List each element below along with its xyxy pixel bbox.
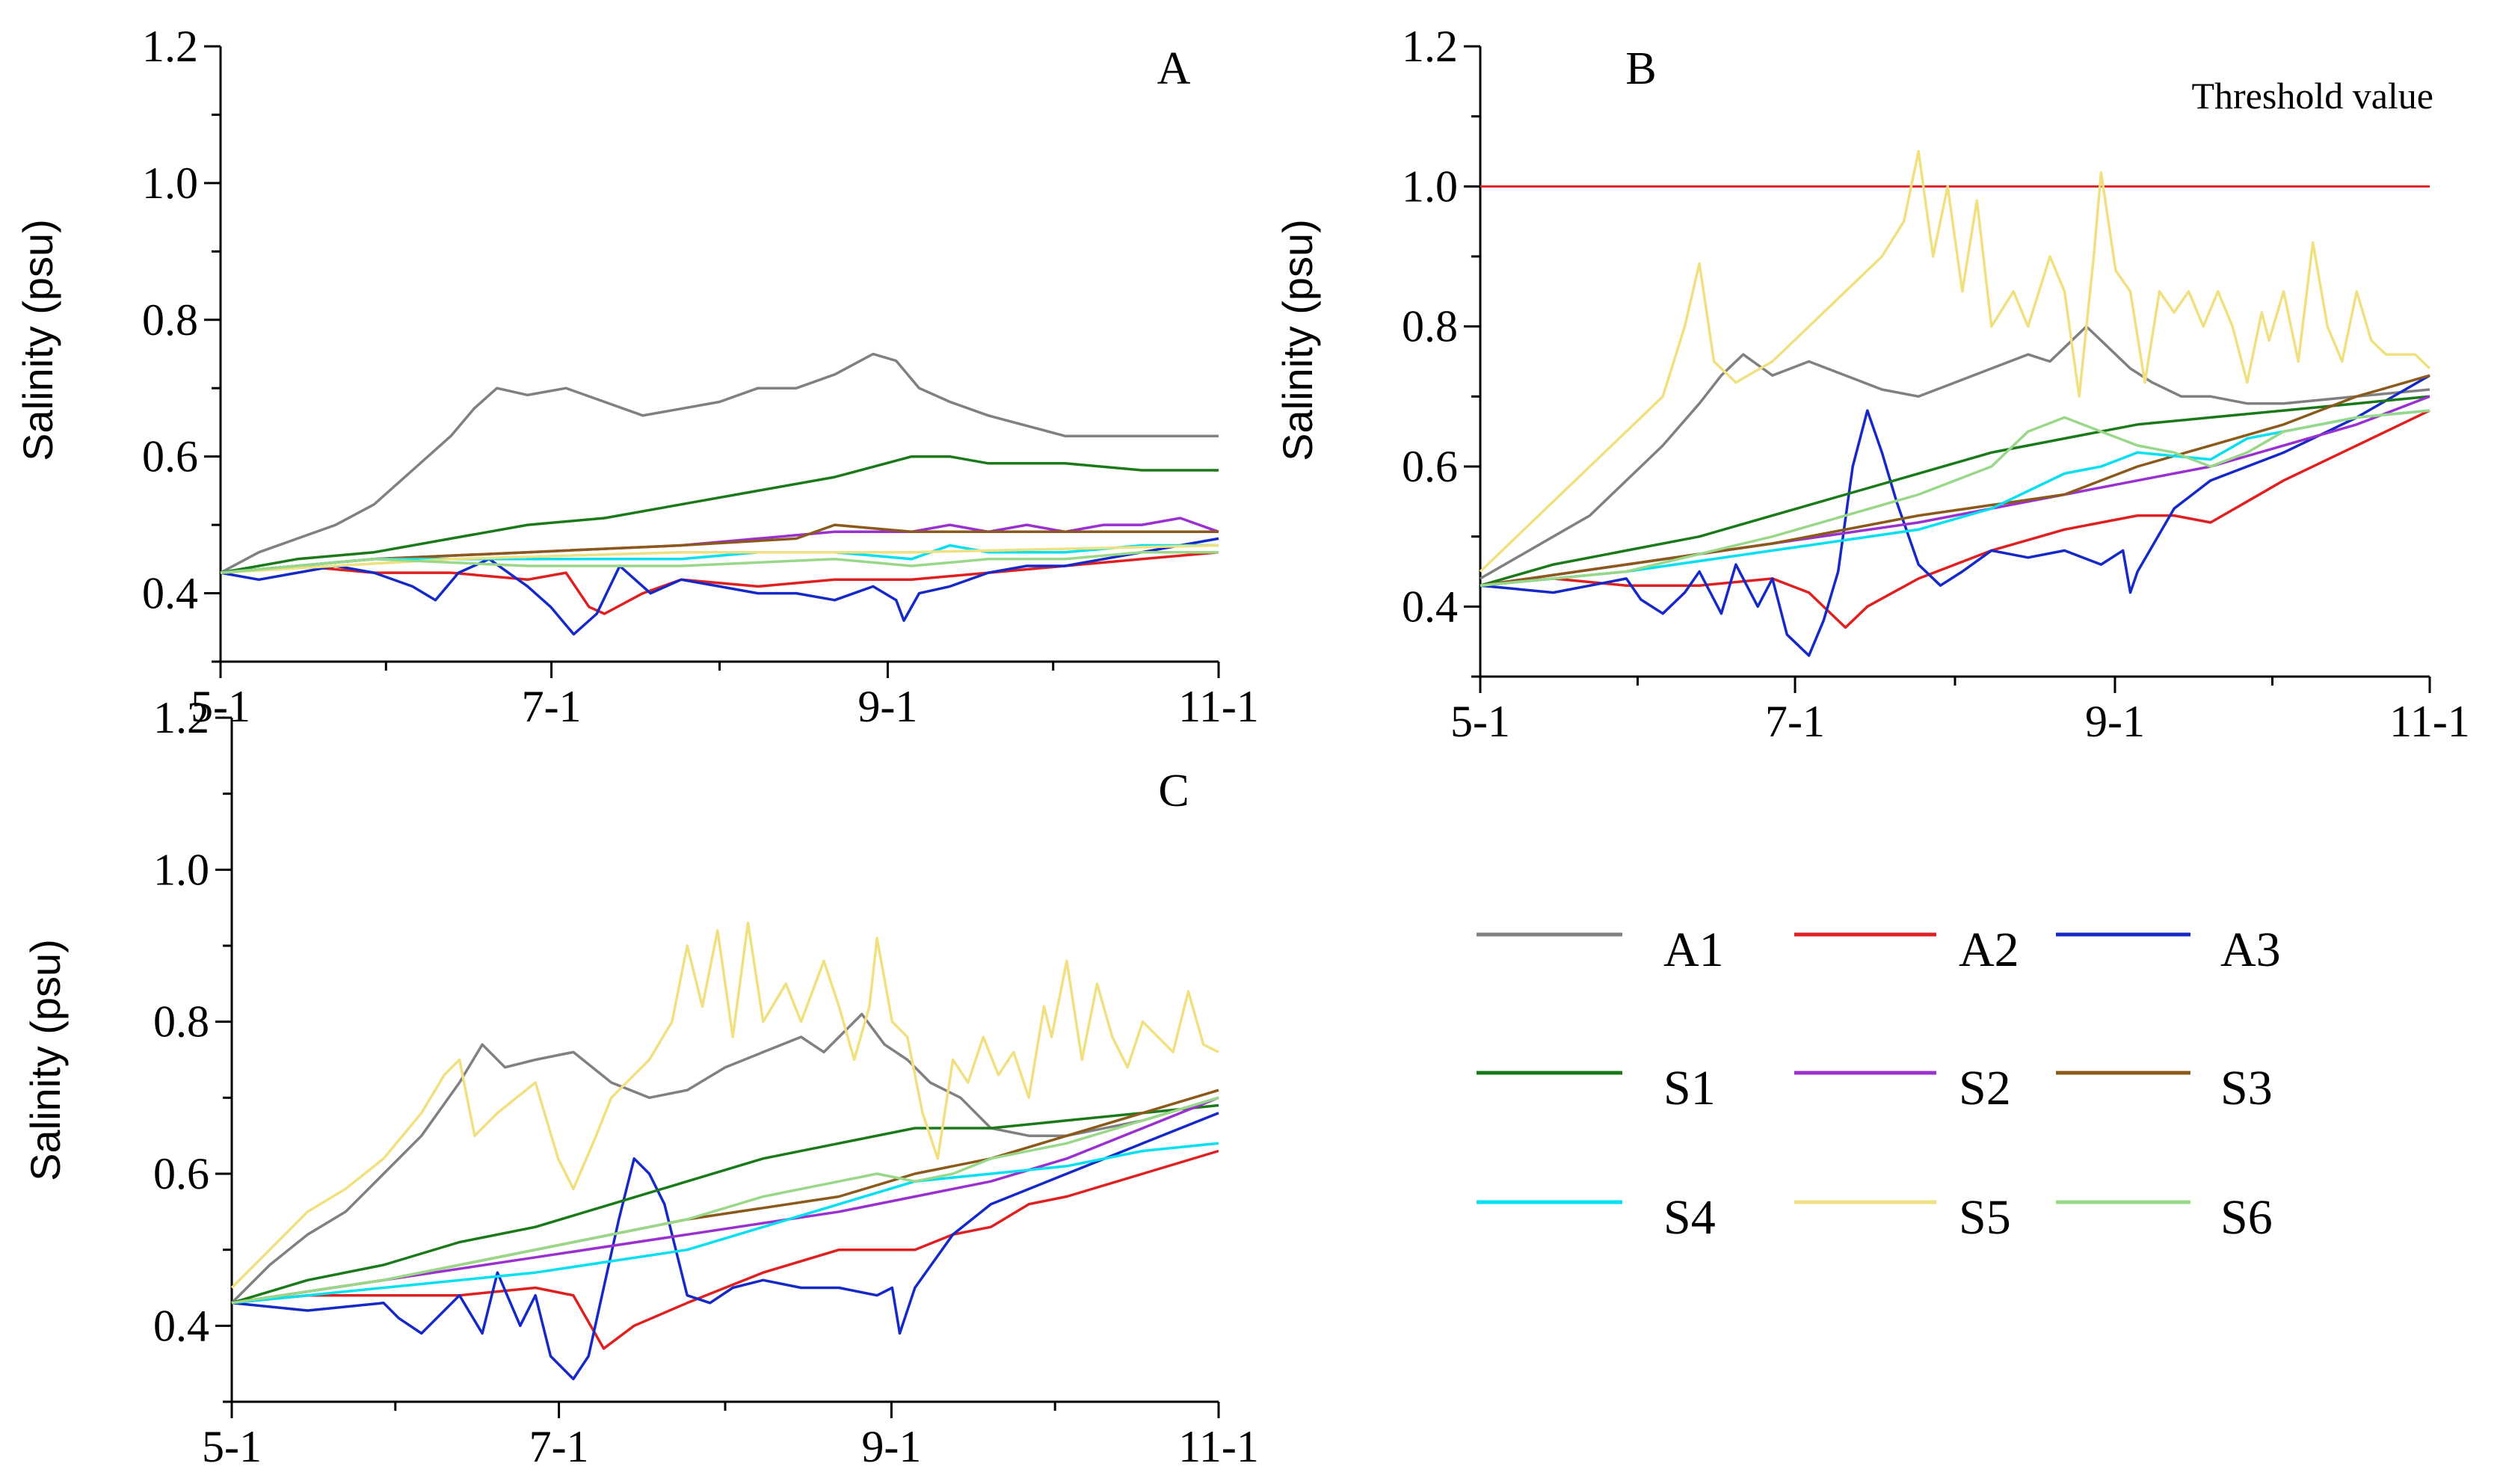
legend-label-s4: S4 <box>1663 1190 1716 1245</box>
legend-label-s5: S5 <box>1959 1190 2011 1245</box>
legend-label-a1: A1 <box>1663 923 1724 977</box>
series-line-s5 <box>230 921 1219 1289</box>
x-tick-label: 7-1 <box>1765 697 1825 746</box>
panel-label-c: C <box>1158 766 1189 816</box>
series-line-s6 <box>1480 409 2430 587</box>
series-line-a2 <box>231 1149 1219 1350</box>
panel-b: Salinity (psu) B Threshold value 0.4 0.6 0… <box>1274 22 2470 746</box>
x-tick-label: 5-1 <box>202 1422 262 1471</box>
series-line-s2 <box>231 1096 1219 1305</box>
x-tick-label: 9-1 <box>2085 697 2145 746</box>
y-tick-label: 1.0 <box>142 158 198 208</box>
y-tick-label: 1.2 <box>153 693 209 742</box>
x-tick-label: 11-1 <box>1178 1422 1259 1471</box>
y-tick-label: 0.8 <box>142 295 198 345</box>
y-tick-label: 0.6 <box>1402 442 1458 491</box>
panel-a: Salinity (psu) A 0.4 0.6 0.8 1.0 1.2 5-1 7-1 9-… <box>14 22 1259 731</box>
series-line-s1 <box>1480 395 2430 587</box>
y-tick-label: 0.8 <box>1402 302 1458 351</box>
y-tick-label: 0.4 <box>142 569 198 618</box>
x-tick-label: 11-1 <box>1178 682 1259 731</box>
legend-label-s2: S2 <box>1959 1061 2011 1115</box>
y-tick-label: 0.4 <box>1402 582 1458 631</box>
series-line-s6 <box>220 550 1219 574</box>
series-line-s3 <box>220 523 1219 574</box>
y-tick-label: 1.2 <box>1402 22 1458 71</box>
y-tick-label: 0.8 <box>153 997 209 1047</box>
panel-label-b: B <box>1625 43 1656 94</box>
y-tick-label: 0.6 <box>153 1149 209 1198</box>
series-line-a1 <box>220 352 1219 574</box>
series-line-s1 <box>231 1103 1219 1305</box>
x-tick-label: 9-1 <box>861 1422 921 1471</box>
x-tick-label: 5-1 <box>1450 697 1510 746</box>
series-line-s4 <box>220 544 1219 574</box>
series-line-a3 <box>231 1112 1219 1381</box>
series-line-a2 <box>1480 409 2430 629</box>
series-line-s5 <box>1479 150 2431 573</box>
series-line-s5 <box>220 544 1219 574</box>
y-tick-label: 1.2 <box>142 22 198 71</box>
x-tick-label: 9-1 <box>858 682 917 731</box>
y-axis-title-b: Salinity (psu) <box>1274 219 1321 461</box>
y-tick-label: 1.0 <box>1402 161 1458 211</box>
x-tick-label: 7-1 <box>529 1422 589 1471</box>
legend-label-s1: S1 <box>1663 1061 1716 1115</box>
series-line-a1 <box>230 1012 1219 1305</box>
legend-label-a3: A3 <box>2220 923 2281 977</box>
x-tick-label: 5-1 <box>191 682 250 731</box>
y-tick-label: 1.0 <box>153 845 209 894</box>
legend-label-a2: A2 <box>1959 923 2019 977</box>
legend-label-s3: S3 <box>2220 1061 2273 1115</box>
y-tick-label: 0.6 <box>142 432 198 481</box>
series-line-s4 <box>231 1142 1219 1305</box>
series-line-s6 <box>231 1096 1219 1305</box>
y-tick-label: 0.4 <box>153 1301 209 1350</box>
legend-label-s6: S6 <box>2220 1190 2273 1245</box>
legend: A1 A2 A3 S1 S2 S3 S4 S5 S6 <box>1477 923 2281 1245</box>
series-line-a1 <box>1480 324 2430 580</box>
series-line-s2 <box>1480 395 2430 587</box>
panel-label-a: A <box>1157 43 1191 94</box>
y-axis-title-c: Salinity (psu) <box>22 939 69 1181</box>
panel-c: Salinity (psu) C 0.4 0.6 0.8 1.0 1.2 5-1 7-1 9-… <box>22 693 1259 1471</box>
y-axis-title-a: Salinity (psu) <box>14 219 61 461</box>
series-line-a3 <box>1480 374 2430 657</box>
threshold-label: Threshold value <box>2191 75 2433 117</box>
series-line-s1 <box>220 455 1219 574</box>
x-tick-label: 11-1 <box>2389 697 2470 746</box>
x-tick-label: 7-1 <box>522 682 582 731</box>
series-line-a3 <box>220 537 1219 636</box>
series-line-a2 <box>220 550 1219 615</box>
